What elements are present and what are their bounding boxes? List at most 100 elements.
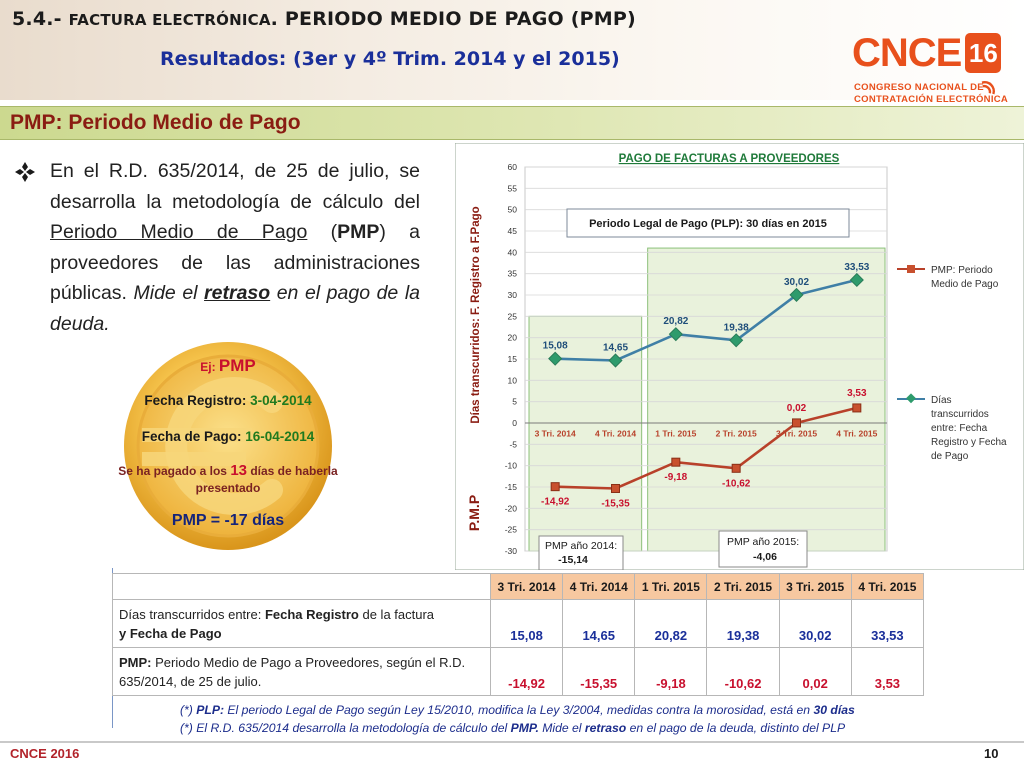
row1-label-b: Fecha Registro <box>264 606 359 622</box>
y-tick-label: -25 <box>505 525 518 535</box>
x-tick-label: 1 Tri. 2015 <box>655 429 696 439</box>
footer-brand: CNCE 2016 <box>10 746 80 761</box>
data-point <box>611 483 620 493</box>
data-point <box>731 463 741 473</box>
y-tick-label: 50 <box>508 205 518 215</box>
bullet-text-3: ( <box>307 221 338 243</box>
data-point <box>671 457 681 467</box>
title-number: 5.4.- <box>12 8 69 30</box>
y-tick-label: 60 <box>508 162 518 172</box>
data-label: -9,18 <box>664 472 687 483</box>
logo-subtitle-2: CONTRATACIÓN ELECTRÓNICA <box>854 94 1009 105</box>
data-point <box>548 351 563 366</box>
plp-annotation: Periodo Legal de Pago (PLP): 30 días en … <box>589 218 827 230</box>
bullet-text-5: ) a proveedores de las administraciones … <box>50 221 420 304</box>
table-row: Días transcurridos entre: Fecha Registro… <box>112 599 925 648</box>
table-cell: 19,38 <box>706 599 780 648</box>
coin-fecha-pago: Fecha de Pago: 16-04-2014 <box>108 429 348 444</box>
fn2-d: retraso <box>584 721 627 735</box>
chart-legend: PMP: Periodo Medio de Pago Días transcurrid… <box>897 265 1007 462</box>
table-cell: 15,08 <box>489 599 564 648</box>
table-header-cell: 2 Tri. 2015 <box>706 573 780 600</box>
fn2-c: Mide el <box>538 721 585 735</box>
logo-mark: CNCE 16 <box>852 28 1002 78</box>
cnce-logo: CNCE 16 CONGRESO NACIONAL DE CONTRATACIÓN… <box>852 28 1008 114</box>
row1-label-a: Días transcurridos entre: <box>119 606 265 622</box>
y-tick-label: -20 <box>505 503 518 513</box>
legend-marker <box>906 393 916 404</box>
pmp-chart: 605550454035302520151050-5-10-15-20-25-3… <box>455 143 1024 570</box>
y-tick-label: 5 <box>512 397 517 407</box>
y-tick-label: 25 <box>508 311 518 321</box>
y-tick-label: -15 <box>505 482 518 492</box>
coin-paid-a: Se ha pagado a los <box>118 464 231 478</box>
data-label: 20,82 <box>663 316 688 327</box>
y-tick-label: 35 <box>508 269 518 279</box>
x-tick-label: 4 Tri. 2014 <box>595 429 636 439</box>
legend-label: transcurridos <box>931 409 989 420</box>
y-tick-label: 10 <box>508 375 518 385</box>
pmp-2014-label: PMP año 2014: <box>545 540 617 552</box>
data-label: 3,53 <box>847 388 867 399</box>
x-tick-label: 4 Tri. 2015 <box>836 429 877 439</box>
legend-marker <box>907 265 915 273</box>
legend-label: Medio de Pago <box>931 279 999 290</box>
y-tick-label: 55 <box>508 183 518 193</box>
series-line-1 <box>555 406 858 490</box>
bullet-text-1: En el R.D. 635/2014, de 25 de julio, se … <box>50 160 420 213</box>
header: 5.4.- FACTURA ELECTRÓNICA. PERIODO MEDIO… <box>0 0 1024 105</box>
row1-label-c: de la factura <box>358 606 435 622</box>
pmp-2015-label: PMP año 2015: <box>727 536 799 548</box>
data-point <box>608 353 623 368</box>
y-axis-label-bottom: P.M.P <box>466 495 482 531</box>
chart-axes: 605550454035302520151050-5-10-15-20-25-3… <box>505 162 887 556</box>
pmp-2015-value: -4,06 <box>753 551 777 563</box>
row2-label-a: PMP: <box>119 654 152 670</box>
data-point <box>849 272 864 288</box>
data-label: -15,35 <box>601 498 630 509</box>
legend-label: entre: Fecha <box>931 423 988 434</box>
table-header-row: 3 Tri. 2014 4 Tri. 2014 1 Tri. 2015 2 Tr… <box>112 573 925 600</box>
table-header-cell: 4 Tri. 2015 <box>850 573 925 600</box>
footnote-pmp: (*) El R.D. 635/2014 desarrolla la metod… <box>180 721 845 735</box>
fn2-e: en el pago de la deuda, distinto del PLP <box>626 721 846 735</box>
y-tick-label: 40 <box>508 247 518 257</box>
chart-series: 15,08 14,65 20,82 19,38 30,02 33,53 -14,92 -15,… <box>541 262 870 510</box>
coin-paid-b: días de haberla presentado <box>195 464 338 495</box>
results-table: 3 Tri. 2014 4 Tri. 2014 1 Tri. 2015 2 Tr… <box>112 573 925 696</box>
data-label: 19,38 <box>724 322 749 333</box>
table-cell: 0,02 <box>778 647 852 696</box>
y-axis-label-top: Días transcurridos: F. Registro a F.Pago <box>470 206 482 423</box>
data-point <box>729 333 744 348</box>
fn1-d: 30 días <box>813 703 855 717</box>
logo-text: CNCE <box>852 31 962 75</box>
pmp-2014-box <box>538 535 624 570</box>
coin-example-label: Ej: PMP <box>108 356 348 376</box>
data-label: 33,53 <box>844 262 869 273</box>
section-bar: PMP: Periodo Medio de Pago <box>0 106 1024 140</box>
y-tick-label: 15 <box>508 354 518 364</box>
footer-divider <box>0 741 1024 743</box>
table-cell: 30,02 <box>778 599 852 648</box>
highlight-2014 <box>528 315 643 552</box>
data-point <box>852 403 862 413</box>
y-tick-label: -30 <box>505 546 518 556</box>
diamond-bullet-icon <box>15 162 35 182</box>
bullet-text-6: Mide el <box>133 282 205 304</box>
table-cell: 33,53 <box>850 599 925 648</box>
title-small-caps: FACTURA ELECTRÓNICA <box>68 11 271 29</box>
table-cell: -15,35 <box>562 647 636 696</box>
highlight-2015 <box>647 247 886 552</box>
chart-title: PAGO DE FACTURAS A PROVEEDORES <box>619 153 840 165</box>
y-tick-label: 30 <box>508 290 518 300</box>
bullet-text-retraso: retraso <box>204 282 271 304</box>
table-header-blank <box>112 573 491 600</box>
data-point <box>550 482 560 492</box>
table-cell: -10,62 <box>706 647 780 696</box>
coin-paid-text: Se ha pagado a los 13 días de haberla pr… <box>118 462 338 497</box>
y-tick-label: -10 <box>505 461 518 471</box>
table-header-cell: 1 Tri. 2015 <box>634 573 708 600</box>
table-cell: -9,18 <box>634 647 708 696</box>
legend-label: Registro y Fecha <box>931 437 1007 448</box>
logo-year: 16 <box>965 33 1002 73</box>
